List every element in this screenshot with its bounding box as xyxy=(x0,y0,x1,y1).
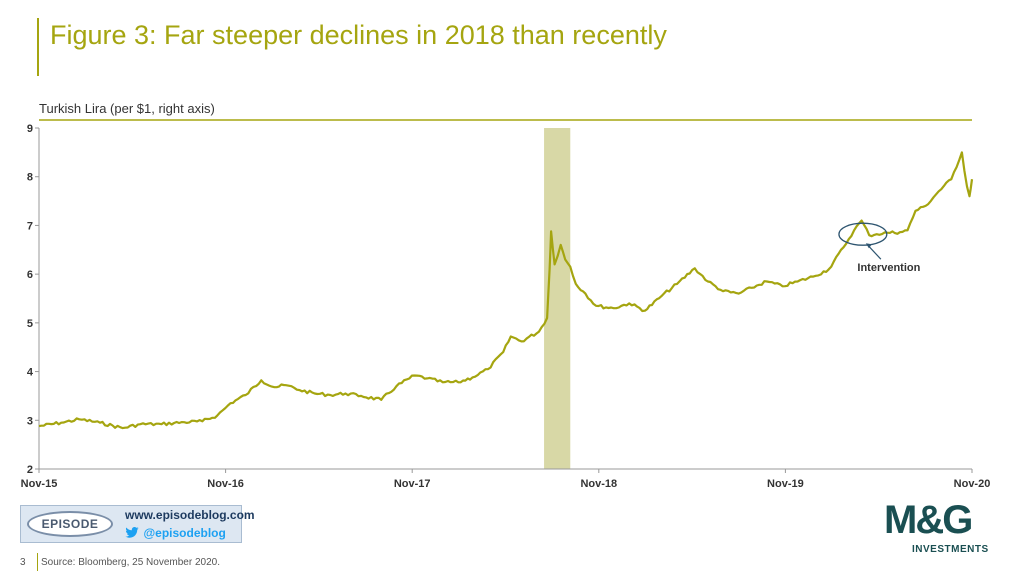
title-accent-bar xyxy=(37,18,39,76)
y-tick-label: 4 xyxy=(27,367,34,379)
lira-series-line xyxy=(38,151,974,430)
source-note: Source: Bloomberg, 25 November 2020. xyxy=(41,557,220,568)
mg-investments-logo: M&G INVESTMENTS xyxy=(884,500,994,560)
x-tick-label: Nov-19 xyxy=(767,478,804,490)
twitter-bird-icon xyxy=(125,527,139,538)
y-tick-label: 7 xyxy=(27,220,33,232)
x-tick-label: Nov-15 xyxy=(21,478,58,490)
line-chart: Turkish Lira (per $1, right axis) 2 3 4 5 6 7… xyxy=(21,101,991,490)
x-tick-label: Nov-18 xyxy=(580,478,617,490)
y-tick-label: 8 xyxy=(27,172,33,184)
y-tick-label: 2 xyxy=(27,464,33,476)
x-tick-label: Nov-16 xyxy=(207,478,244,490)
x-tick-label: Nov-20 xyxy=(954,478,991,490)
y-tick-label: 5 xyxy=(27,318,33,330)
mg-logo-subtitle: INVESTMENTS xyxy=(912,544,989,555)
y-tick-label: 3 xyxy=(27,415,33,427)
episode-blog-banner[interactable]: EPISODE www.episodeblog.com @episodeblog xyxy=(20,505,255,543)
page-number: 3 xyxy=(20,557,26,568)
twitter-handle: @episodeblog xyxy=(143,525,226,540)
y-tick-label: 6 xyxy=(27,269,33,281)
mg-logo-text: M&G xyxy=(884,498,973,542)
twitter-row[interactable]: @episodeblog xyxy=(125,524,226,542)
series-label: Turkish Lira (per $1, right axis) xyxy=(39,101,215,116)
intervention-arrowhead xyxy=(865,243,872,249)
episode-logo: EPISODE xyxy=(27,511,113,537)
intervention-ellipse xyxy=(838,222,888,246)
source-accent-bar xyxy=(37,553,38,571)
y-tick-label: 9 xyxy=(27,123,33,135)
intervention-label: Intervention xyxy=(857,262,920,274)
page-title: Figure 3: Far steeper declines in 2018 t… xyxy=(50,20,667,50)
x-tick-label: Nov-17 xyxy=(394,478,431,490)
blog-url-link[interactable]: www.episodeblog.com xyxy=(125,508,255,522)
